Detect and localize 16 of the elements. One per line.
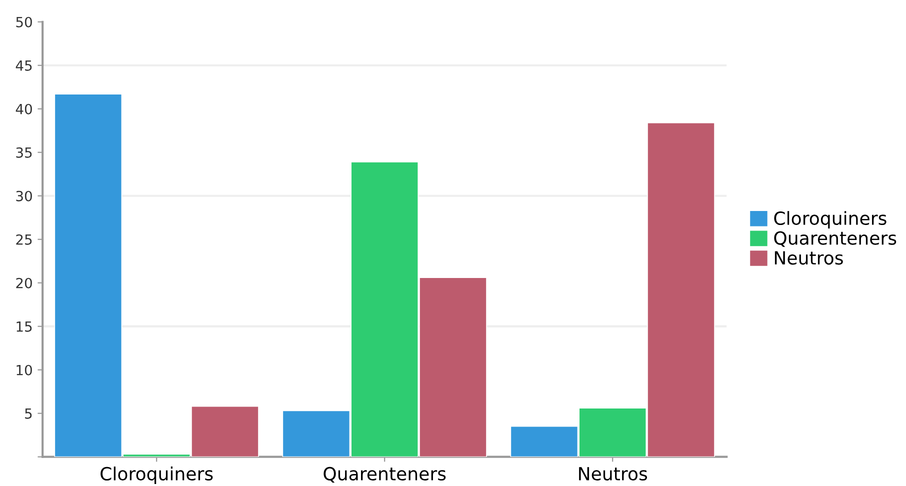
y-tick-label: 15 (16, 322, 32, 332)
x-tick-label: Quarenteners (324, 466, 446, 483)
y-tick-label: 50 (16, 16, 32, 28)
y-tick-label: 5 (25, 408, 32, 419)
y-tick-label: 35 (16, 147, 32, 158)
legend-label: Neutros (774, 251, 843, 265)
y-tick-label: 20 (16, 278, 32, 288)
y-tick-label: 30 (16, 190, 32, 202)
y-tick-label: 25 (16, 234, 32, 245)
legend-label: Quarenteners (774, 231, 896, 247)
y-tick-label: 45 (16, 60, 32, 71)
legend-label: Cloroquiners (774, 211, 886, 229)
x-tick-label: Neutros (579, 467, 648, 481)
y-tick-label: 40 (16, 104, 32, 114)
x-tick-label: Cloroquiners (100, 466, 213, 484)
y-tick-label: 10 (16, 364, 32, 376)
